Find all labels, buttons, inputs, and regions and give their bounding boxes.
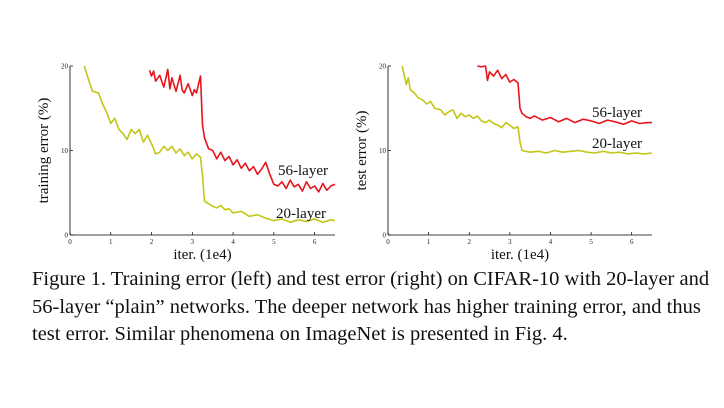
x-tick-label: 5 bbox=[589, 238, 593, 246]
y-tick-label: 0 bbox=[383, 232, 387, 240]
x-axis-label: iter. (1e4) bbox=[491, 247, 549, 263]
figure-caption: Figure 1. Training error (left) and test… bbox=[32, 268, 710, 345]
series-label-20-layer: 20-layer bbox=[276, 206, 326, 222]
x-tick-label: 1 bbox=[109, 238, 113, 246]
series-line-56-layer bbox=[148, 68, 336, 193]
x-tick-label: 0 bbox=[386, 238, 390, 246]
x-tick-label: 4 bbox=[231, 238, 235, 246]
series-label-56-layer: 56-layer bbox=[592, 105, 642, 121]
series-line-20-layer bbox=[83, 65, 336, 224]
y-tick-label: 0 bbox=[65, 232, 69, 240]
x-tick-label: 4 bbox=[549, 238, 553, 246]
y-axis-label: test error (%) bbox=[354, 111, 370, 191]
x-tick-label: 6 bbox=[313, 238, 317, 246]
series-label-20-layer: 20-layer bbox=[592, 136, 642, 152]
y-tick-label: 10 bbox=[61, 147, 69, 155]
series-line-56-layer bbox=[477, 65, 652, 126]
x-tick-label: 2 bbox=[467, 238, 471, 246]
test-error-chart: 0 1 2 3 4 5 6 0 10 20 iter. (1e4) test error (%) 56-… bbox=[354, 63, 653, 263]
x-tick-label: 2 bbox=[150, 238, 154, 246]
x-tick-label: 3 bbox=[508, 238, 512, 246]
x-tick-label: 6 bbox=[630, 238, 634, 246]
x-axis-label: iter. (1e4) bbox=[173, 247, 231, 263]
training-error-chart: 0 1 2 3 4 5 6 0 10 20 iter. (1e4) training error (%… bbox=[36, 63, 336, 263]
x-tick-label: 1 bbox=[427, 238, 431, 246]
x-tick-label: 0 bbox=[68, 238, 72, 246]
series-line-20-layer bbox=[401, 65, 653, 155]
y-tick-label: 20 bbox=[379, 63, 387, 71]
x-tick-label: 3 bbox=[191, 238, 195, 246]
x-tick-label: 5 bbox=[272, 238, 276, 246]
y-tick-label: 10 bbox=[379, 147, 387, 155]
series-label-56-layer: 56-layer bbox=[278, 163, 328, 179]
y-axis-label: training error (%) bbox=[36, 98, 52, 204]
y-tick-label: 20 bbox=[61, 63, 69, 71]
